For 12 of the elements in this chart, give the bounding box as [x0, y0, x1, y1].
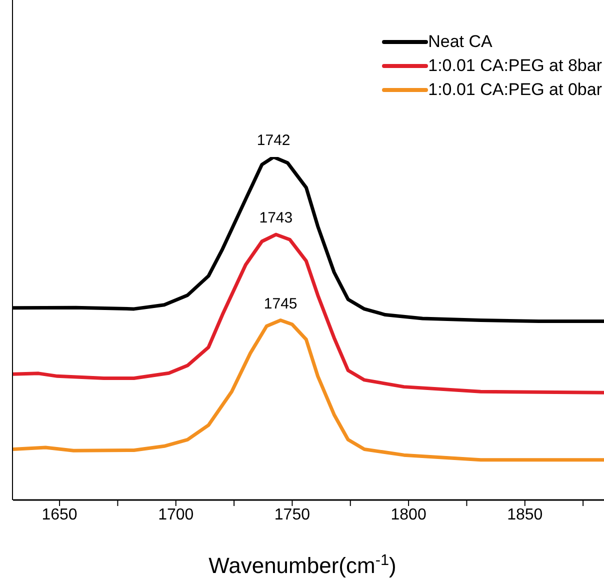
- legend-label: 1:0.01 CA:PEG at 8bar: [428, 56, 602, 76]
- x-tick-label: 1800: [390, 506, 426, 524]
- x-tick-label: 1700: [158, 506, 194, 524]
- x-axis-title: Wavenumber(cm$^{-1}$): [208, 552, 396, 578]
- annotation: 1743: [259, 210, 293, 227]
- annotation: 1745: [264, 295, 298, 312]
- x-tick-label: 1750: [274, 506, 310, 524]
- x-tick-label: 1650: [42, 506, 78, 524]
- annotation: 1742: [256, 132, 290, 149]
- legend-label: Neat CA: [428, 32, 492, 52]
- x-tick-label: 1850: [507, 506, 543, 524]
- legend-label: 1:0.01 CA:PEG at 0bar: [428, 80, 602, 100]
